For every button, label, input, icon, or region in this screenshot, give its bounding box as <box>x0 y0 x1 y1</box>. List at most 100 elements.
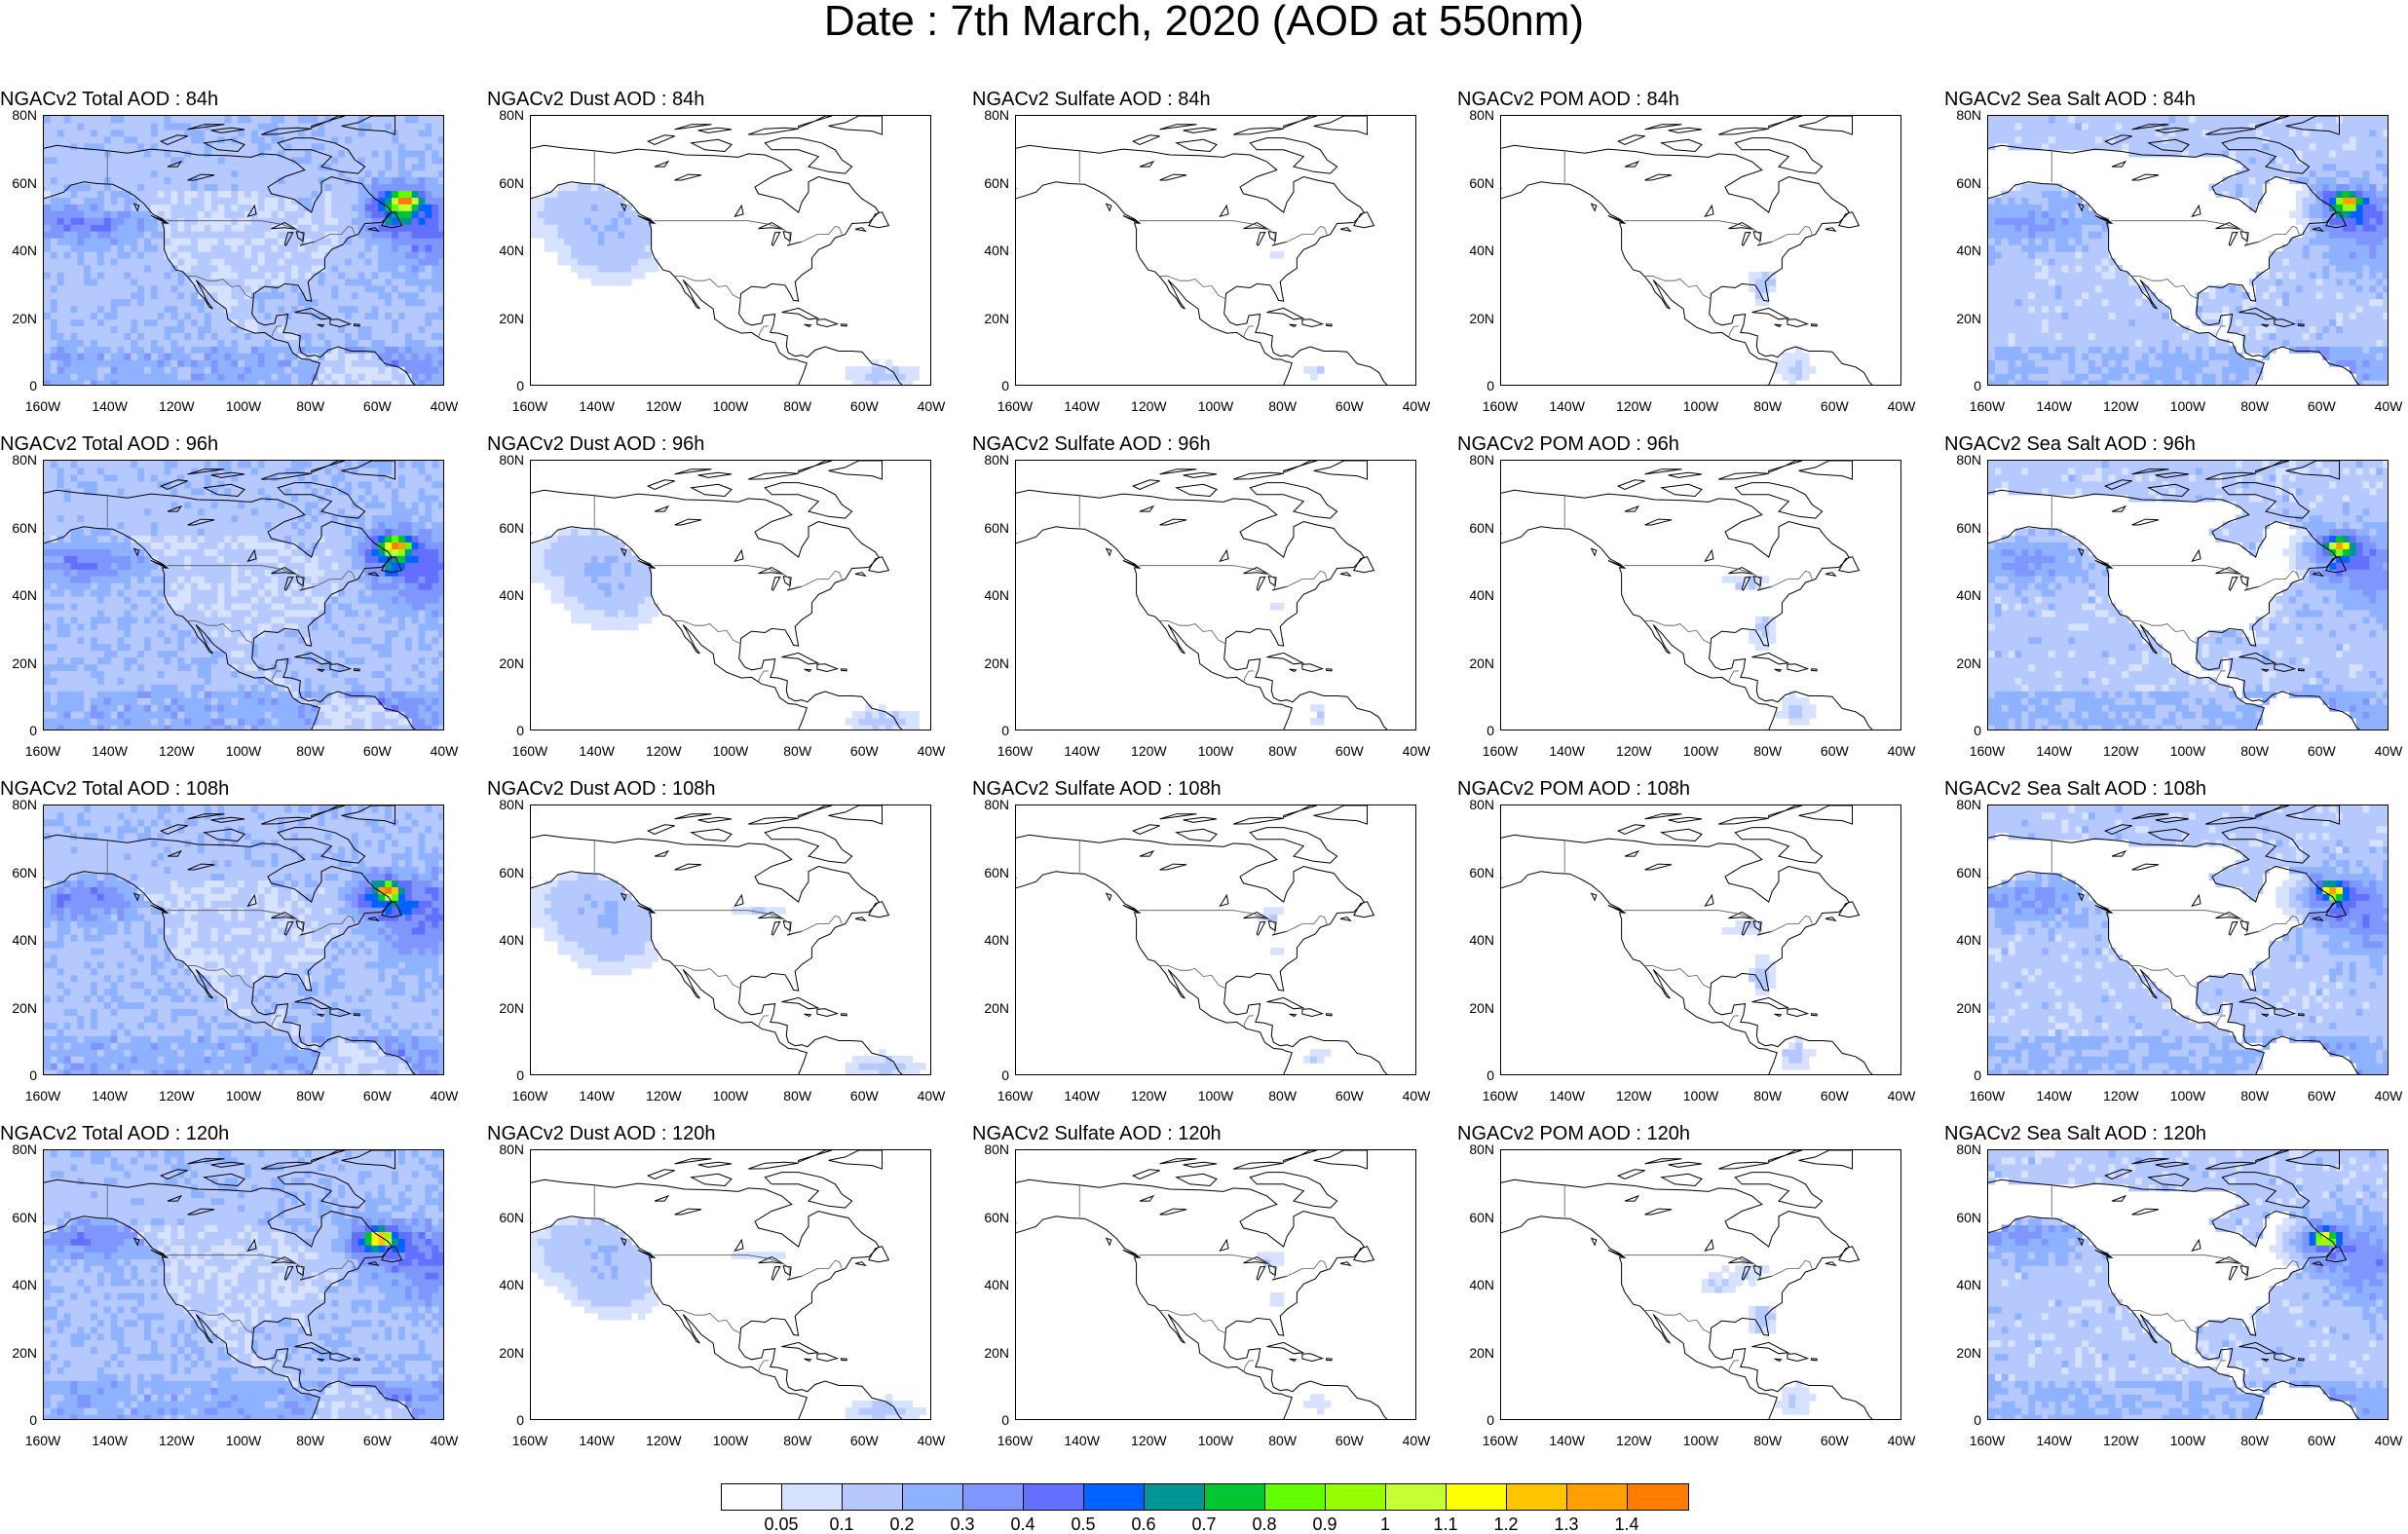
aod-cell <box>398 373 406 381</box>
aod-cell <box>144 244 152 252</box>
aod-cell <box>291 299 299 307</box>
aod-cell <box>265 644 273 652</box>
aod-cell <box>272 651 280 658</box>
aod-cell <box>77 191 85 199</box>
aod-cell <box>338 630 346 638</box>
aod-cell <box>352 332 359 340</box>
aod-cell <box>97 332 105 340</box>
aod-cell <box>184 325 192 333</box>
aod-cell <box>231 170 239 178</box>
aod-cell <box>405 285 413 293</box>
aod-cell <box>425 596 433 604</box>
aod-cell <box>97 116 105 124</box>
aod-cell <box>358 670 366 678</box>
aod-cell <box>124 231 131 239</box>
aod-cell <box>224 603 232 611</box>
aod-cell <box>218 164 226 171</box>
aod-cell <box>198 691 206 698</box>
aod-cell <box>158 576 166 583</box>
aod-cell <box>51 502 58 509</box>
aod-cell <box>57 562 64 570</box>
aod-cell <box>44 353 52 360</box>
aod-cell <box>331 718 339 726</box>
aod-cell <box>412 623 420 631</box>
aod-cell <box>372 380 380 386</box>
aod-cell <box>331 353 339 360</box>
aod-cell <box>71 170 79 178</box>
aod-cell <box>44 961 52 969</box>
aod-cell <box>118 136 126 144</box>
aod-cell <box>345 136 353 144</box>
aod-cell <box>104 258 112 266</box>
aod-cell <box>97 143 105 151</box>
aod-cell <box>324 279 332 286</box>
aod-cell <box>84 373 92 381</box>
aod-cell <box>385 164 393 171</box>
aod-cell <box>51 1002 58 1010</box>
aod-cell <box>91 292 98 300</box>
aod-cell <box>118 623 126 631</box>
aod-cell <box>392 346 399 354</box>
aod-cell <box>218 170 226 178</box>
aod-cell <box>365 555 373 563</box>
aod-cell <box>104 576 112 583</box>
aod-cell <box>312 637 320 645</box>
aod-cell <box>184 143 192 151</box>
aod-cell <box>124 725 131 730</box>
aod-cell <box>205 217 212 225</box>
aod-cell <box>398 589 406 597</box>
aod-cell <box>278 548 285 556</box>
aod-cell <box>218 157 226 165</box>
aod-cell <box>425 488 433 496</box>
aod-cell <box>51 840 58 847</box>
aod-cell <box>44 630 52 638</box>
aod-cell <box>258 210 266 218</box>
aod-cell <box>144 704 152 712</box>
aod-cell <box>144 644 152 652</box>
aod-cell <box>251 684 259 692</box>
aod-cell <box>305 265 313 273</box>
aod-cell <box>218 664 226 672</box>
aod-cell <box>51 968 58 976</box>
aod-cell <box>77 279 85 286</box>
aod-cell <box>412 582 420 590</box>
aod-cell <box>352 143 359 151</box>
aod-cell <box>372 508 380 516</box>
aod-cell <box>278 589 285 597</box>
aod-cell <box>97 711 105 719</box>
aod-cell <box>224 542 232 549</box>
aod-cell <box>57 461 64 468</box>
aod-cell <box>385 495 393 503</box>
aod-cell <box>251 380 259 386</box>
aod-cell <box>338 164 346 171</box>
aod-cell <box>412 704 420 712</box>
aod-cell <box>151 569 159 577</box>
aod-cell <box>104 684 112 692</box>
aod-cell <box>425 468 433 475</box>
aod-cell <box>251 279 259 286</box>
aod-cell <box>131 184 138 192</box>
aod-cell <box>272 589 280 597</box>
aod-cell <box>151 332 159 340</box>
aod-cell <box>137 265 145 273</box>
aod-cell <box>258 576 266 583</box>
aod-cell <box>124 251 131 259</box>
aod-cell <box>118 725 126 730</box>
aod-cell <box>365 522 373 530</box>
aod-cell <box>191 670 199 678</box>
aod-cell <box>64 272 72 280</box>
aod-cell <box>51 644 58 652</box>
aod-cell <box>165 170 172 178</box>
aod-cell <box>198 542 206 549</box>
aod-cell <box>378 651 386 658</box>
aod-cell <box>165 366 172 374</box>
aod-cell <box>272 265 280 273</box>
aod-cell <box>305 197 313 205</box>
aod-cell <box>358 272 366 280</box>
aod-cell <box>177 123 185 131</box>
aod-cell <box>272 292 280 300</box>
aod-cell <box>97 191 105 199</box>
aod-cell <box>97 596 105 604</box>
aod-cell <box>97 292 105 300</box>
aod-cell <box>57 150 64 158</box>
